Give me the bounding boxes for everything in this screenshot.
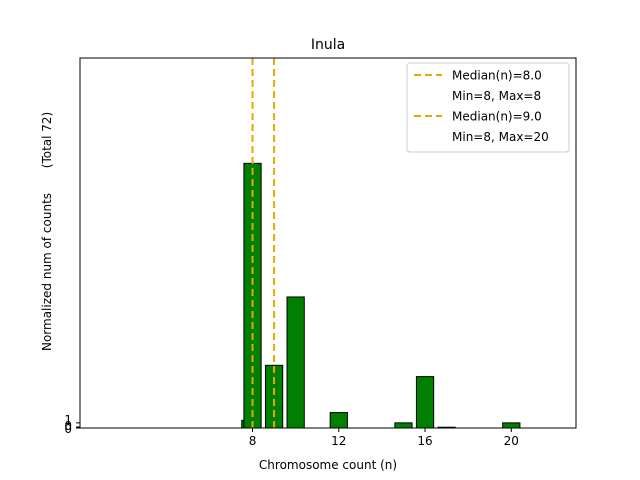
bar-0-6 <box>415 376 435 429</box>
y-tick-label-0: 0 <box>64 422 72 436</box>
bar-0-5 <box>394 422 413 429</box>
x-axis-label: Chromosome count (n) <box>259 458 397 472</box>
x-tick-label-2: 16 <box>417 434 432 448</box>
legend-entries: Median(n)=8.0 Min=8, Max=8 Median(n)=9.0 Mi… <box>414 69 549 144</box>
x-tick-label-0: 8 <box>249 434 257 448</box>
legend-label-1: Min=8, Max=8 <box>452 89 541 103</box>
y-axis-ticks: 001 <box>64 413 80 436</box>
median-lines-layer <box>251 58 276 428</box>
y-axis-total-note: (Total 72) <box>40 112 54 168</box>
x-tick-label-3: 20 <box>504 434 519 448</box>
y-tick-label-1: 0 <box>64 419 72 433</box>
bar-0-3 <box>286 296 305 429</box>
bar-0-8 <box>502 422 521 429</box>
legend-label-2: Median(n)=9.0 <box>452 110 542 124</box>
bar-0-2 <box>264 364 284 429</box>
legend-label-0: Median(n)=8.0 <box>452 69 542 83</box>
bars-layer <box>241 162 521 429</box>
chart-title: Inula <box>311 37 345 53</box>
x-axis-ticks: 8 12 16 20 <box>249 428 519 448</box>
legend-label-3: Min=8, Max=20 <box>452 130 549 144</box>
legend: Median(n)=8.0 Min=8, Max=8 Median(n)=9.0 Mi… <box>406 62 570 153</box>
legend-box <box>406 62 570 153</box>
y-axis-label: Normalized num of counts <box>40 193 54 351</box>
plot-frame <box>79 57 577 429</box>
y-tick-label-2: 1 <box>64 413 72 427</box>
x-tick-label-1: 12 <box>331 434 346 448</box>
bar-0-4 <box>329 412 348 429</box>
